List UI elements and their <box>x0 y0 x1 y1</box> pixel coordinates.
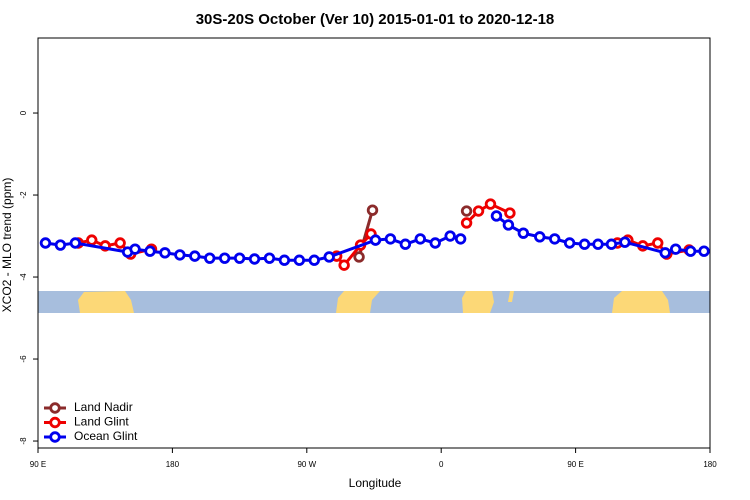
point <box>218 252 231 264</box>
point <box>578 238 591 250</box>
point <box>86 234 98 246</box>
land-patch <box>612 291 670 313</box>
x-tick-label: 180 <box>166 460 180 469</box>
point <box>323 251 335 263</box>
point <box>54 239 67 251</box>
point <box>548 233 561 245</box>
x-tick-label: 90 E <box>30 460 46 469</box>
point <box>233 252 246 264</box>
legend-label: Land Glint <box>74 415 129 429</box>
legend-label: Ocean Glint <box>74 429 138 443</box>
y-axis-label: XCO2 - MLO trend (ppm) <box>0 178 14 313</box>
point <box>263 252 276 264</box>
point <box>502 219 515 231</box>
point <box>248 253 261 265</box>
x-tick-label: 180 <box>703 460 717 469</box>
point <box>144 245 156 257</box>
y-tick-label: -4 <box>19 273 28 281</box>
point <box>189 250 201 262</box>
series <box>72 198 695 271</box>
point <box>338 259 350 271</box>
point <box>444 230 456 242</box>
point <box>563 237 576 249</box>
point <box>399 238 412 250</box>
series-line <box>335 232 373 268</box>
point <box>592 238 604 250</box>
land-patch <box>508 291 514 302</box>
legend-marker <box>49 416 61 429</box>
point <box>159 247 171 259</box>
point <box>619 236 631 248</box>
point <box>39 237 52 249</box>
land-ocean-strip <box>38 291 710 313</box>
x-tick-label: 0 <box>439 460 444 469</box>
point <box>414 233 426 245</box>
point <box>69 237 82 249</box>
point <box>698 245 710 257</box>
y-tick-label: -2 <box>19 191 28 199</box>
point <box>460 205 473 217</box>
y-tick-label: -8 <box>19 437 28 445</box>
point <box>366 204 379 216</box>
land-patch <box>462 291 494 313</box>
point <box>534 231 546 243</box>
point <box>490 210 503 222</box>
point <box>669 243 682 255</box>
land-patch <box>78 291 134 313</box>
point <box>429 237 441 249</box>
series-line <box>465 202 511 224</box>
legend-marker <box>49 431 61 443</box>
point <box>278 254 291 266</box>
point <box>652 237 664 249</box>
plot-frame <box>37 37 711 449</box>
point <box>204 252 216 264</box>
point <box>684 245 697 257</box>
x-tick-label: 90 W <box>297 460 316 469</box>
point <box>472 205 485 217</box>
land-patch <box>336 291 380 313</box>
point <box>460 217 473 229</box>
legend-marker <box>49 402 61 414</box>
x-tick-label: 90 E <box>567 460 583 469</box>
x-axis-label: Longitude <box>349 476 402 490</box>
point <box>659 247 671 259</box>
point <box>484 198 497 210</box>
point <box>504 207 516 219</box>
ocean-band <box>38 291 710 313</box>
point <box>114 237 126 249</box>
point <box>517 227 530 239</box>
y-tick-label: 0 <box>19 110 28 115</box>
point <box>308 254 320 266</box>
point <box>384 233 397 245</box>
legend-label: Land Nadir <box>74 400 133 414</box>
point <box>353 251 365 263</box>
point <box>454 233 467 245</box>
point <box>605 238 618 250</box>
series <box>39 210 710 266</box>
y-tick-label: -6 <box>19 355 28 363</box>
point <box>174 249 186 261</box>
point <box>293 254 306 266</box>
chart-title: 30S-20S October (Ver 10) 2015-01-01 to 2… <box>196 11 555 28</box>
point <box>369 234 382 246</box>
point <box>129 243 141 255</box>
